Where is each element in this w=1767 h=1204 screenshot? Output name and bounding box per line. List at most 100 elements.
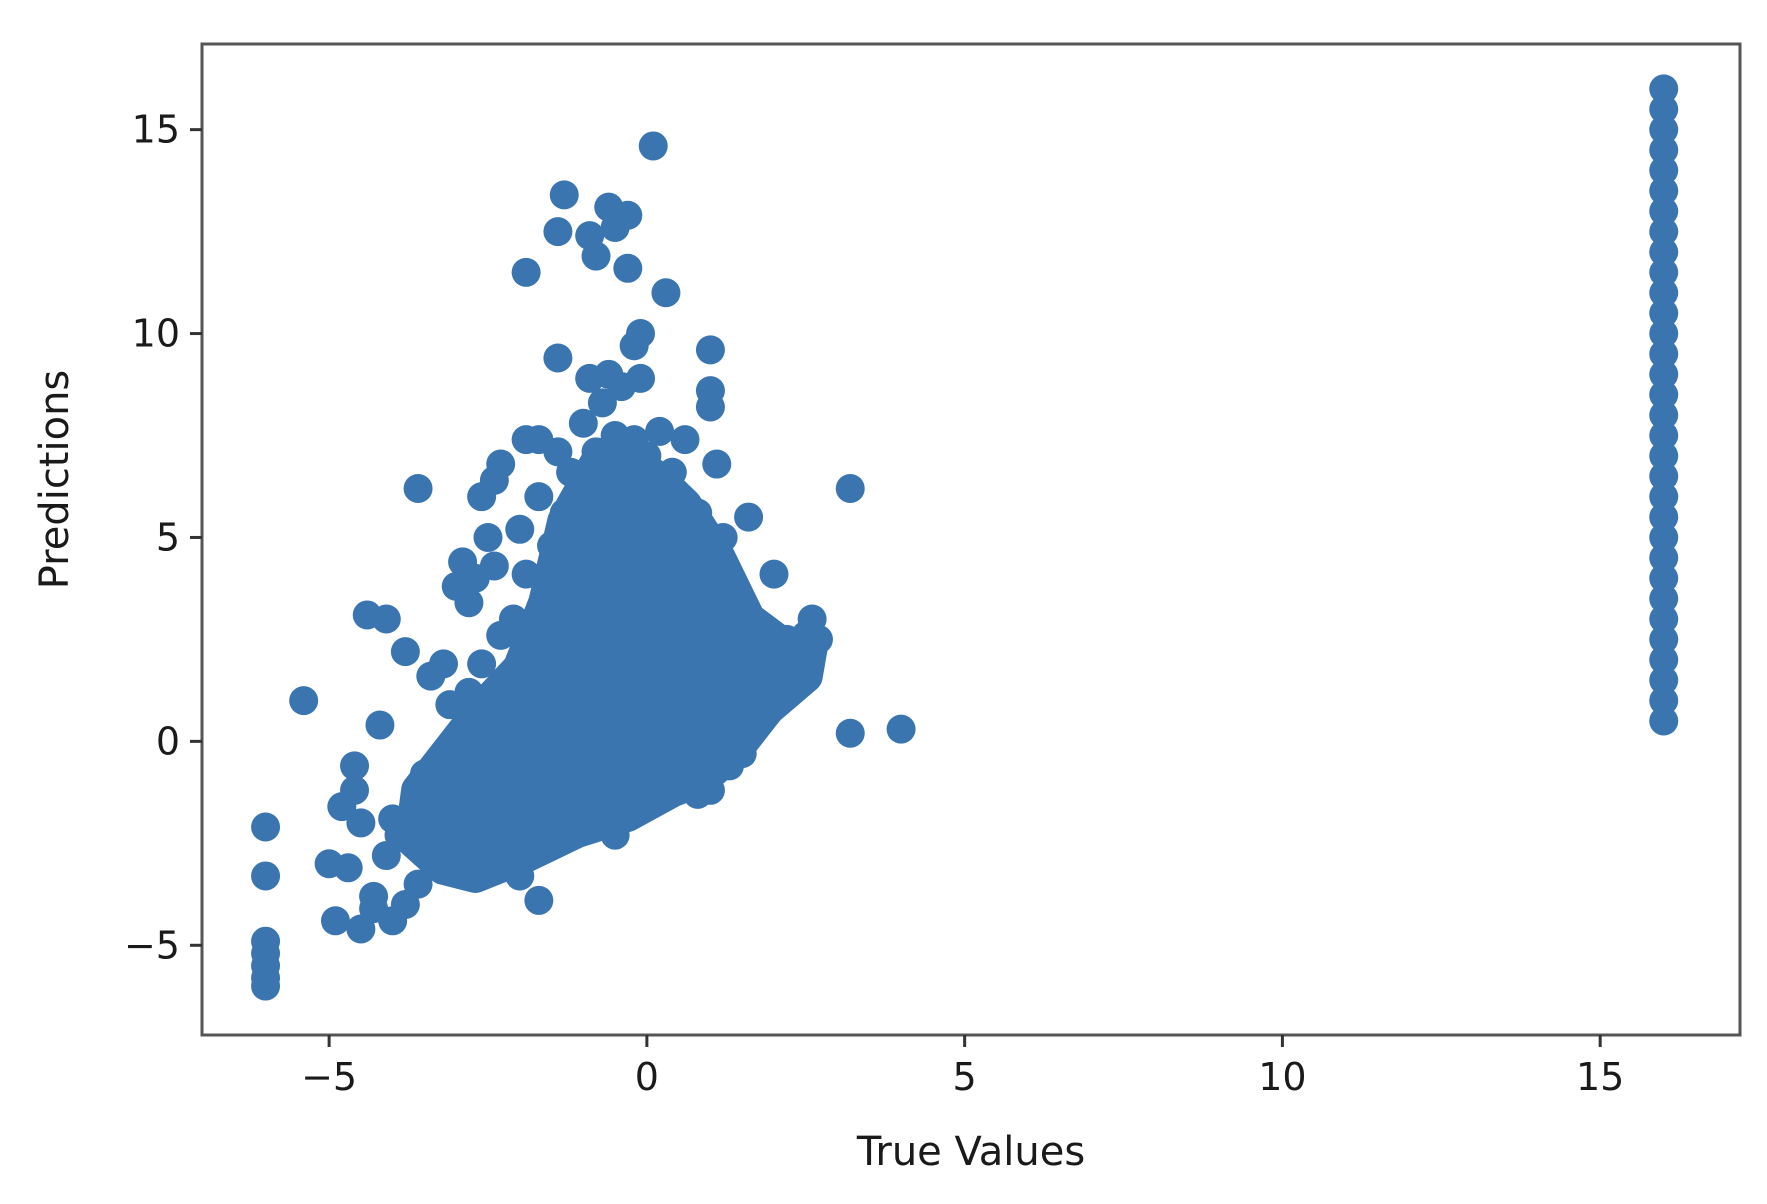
data-point bbox=[581, 437, 611, 467]
data-point bbox=[676, 747, 706, 777]
data-point bbox=[1649, 155, 1679, 185]
data-point bbox=[1649, 339, 1679, 369]
data-point bbox=[346, 808, 376, 838]
data-point bbox=[448, 743, 478, 773]
data-points bbox=[251, 74, 1679, 1001]
data-point bbox=[365, 710, 395, 740]
data-point bbox=[498, 604, 528, 634]
data-point bbox=[581, 518, 611, 548]
data-point bbox=[657, 604, 687, 634]
data-point bbox=[1649, 543, 1679, 573]
data-point bbox=[562, 547, 592, 577]
data-point bbox=[454, 588, 484, 618]
data-point bbox=[600, 498, 630, 528]
data-point bbox=[714, 588, 744, 618]
data-point bbox=[695, 392, 725, 422]
data-point bbox=[422, 779, 452, 809]
data-point bbox=[1649, 237, 1679, 267]
data-point bbox=[613, 200, 643, 230]
data-point bbox=[320, 906, 350, 936]
x-axis-ticks: −5 0 5 10 15 bbox=[301, 1035, 1624, 1099]
data-point bbox=[537, 816, 567, 846]
data-point bbox=[251, 971, 281, 1001]
data-point bbox=[511, 759, 541, 789]
data-point bbox=[289, 686, 319, 716]
data-point bbox=[1649, 400, 1679, 430]
data-point bbox=[1649, 624, 1679, 654]
y-tick-label: 5 bbox=[156, 515, 180, 559]
data-point bbox=[626, 319, 656, 349]
data-point bbox=[429, 649, 459, 679]
data-point bbox=[543, 217, 573, 247]
data-point bbox=[505, 861, 535, 891]
data-point bbox=[498, 730, 528, 760]
data-point bbox=[486, 832, 516, 862]
data-point bbox=[587, 388, 617, 418]
x-axis-label: True Values bbox=[856, 1129, 1085, 1175]
x-tick-label: 15 bbox=[1576, 1055, 1624, 1099]
data-point bbox=[1649, 604, 1679, 634]
data-point bbox=[549, 665, 579, 695]
data-point bbox=[645, 416, 675, 446]
data-point bbox=[251, 812, 281, 842]
data-point bbox=[626, 363, 656, 393]
data-point bbox=[505, 653, 535, 683]
data-point bbox=[1649, 217, 1679, 247]
data-point bbox=[473, 710, 503, 740]
data-point bbox=[676, 543, 706, 573]
x-tick-label: −5 bbox=[301, 1055, 357, 1099]
data-point bbox=[613, 527, 643, 557]
data-point bbox=[587, 751, 617, 781]
data-point bbox=[505, 808, 535, 838]
data-point bbox=[333, 853, 363, 883]
data-point bbox=[1649, 380, 1679, 410]
data-point bbox=[1649, 441, 1679, 471]
data-point bbox=[695, 775, 725, 805]
data-point bbox=[689, 706, 719, 736]
data-point bbox=[613, 686, 643, 716]
y-tick-label: 15 bbox=[132, 108, 180, 152]
data-point bbox=[638, 478, 668, 508]
data-point bbox=[1649, 665, 1679, 695]
data-point bbox=[568, 490, 598, 520]
data-point bbox=[657, 694, 687, 724]
data-point bbox=[460, 771, 490, 801]
data-point bbox=[632, 441, 662, 471]
data-point bbox=[651, 739, 681, 769]
data-point bbox=[479, 751, 509, 781]
data-point bbox=[549, 180, 579, 210]
data-point bbox=[1649, 74, 1679, 104]
data-point bbox=[670, 580, 700, 610]
data-point bbox=[676, 637, 706, 667]
data-point bbox=[568, 408, 598, 438]
data-point bbox=[549, 571, 579, 601]
data-point bbox=[1649, 196, 1679, 226]
x-tick-label: 10 bbox=[1258, 1055, 1306, 1099]
y-tick-label: 0 bbox=[156, 719, 180, 763]
data-point bbox=[613, 253, 643, 283]
data-point bbox=[1649, 359, 1679, 389]
data-point bbox=[403, 869, 433, 899]
data-point bbox=[403, 474, 433, 504]
data-point bbox=[517, 628, 547, 658]
data-point bbox=[486, 449, 516, 479]
data-point bbox=[505, 514, 535, 544]
data-point bbox=[670, 425, 700, 455]
data-point bbox=[606, 575, 636, 605]
data-point bbox=[638, 588, 668, 618]
data-point bbox=[340, 751, 370, 781]
data-point bbox=[695, 335, 725, 365]
data-point bbox=[530, 739, 560, 769]
data-point bbox=[575, 584, 605, 614]
data-point bbox=[1649, 563, 1679, 593]
data-point bbox=[1649, 686, 1679, 716]
data-point bbox=[562, 800, 592, 830]
y-axis-label: Predictions bbox=[32, 370, 78, 590]
data-point bbox=[568, 637, 598, 667]
data-point bbox=[651, 559, 681, 589]
data-point bbox=[524, 788, 554, 818]
data-point bbox=[524, 482, 554, 512]
data-point bbox=[537, 531, 567, 561]
data-point bbox=[492, 779, 522, 809]
data-point bbox=[1649, 135, 1679, 165]
